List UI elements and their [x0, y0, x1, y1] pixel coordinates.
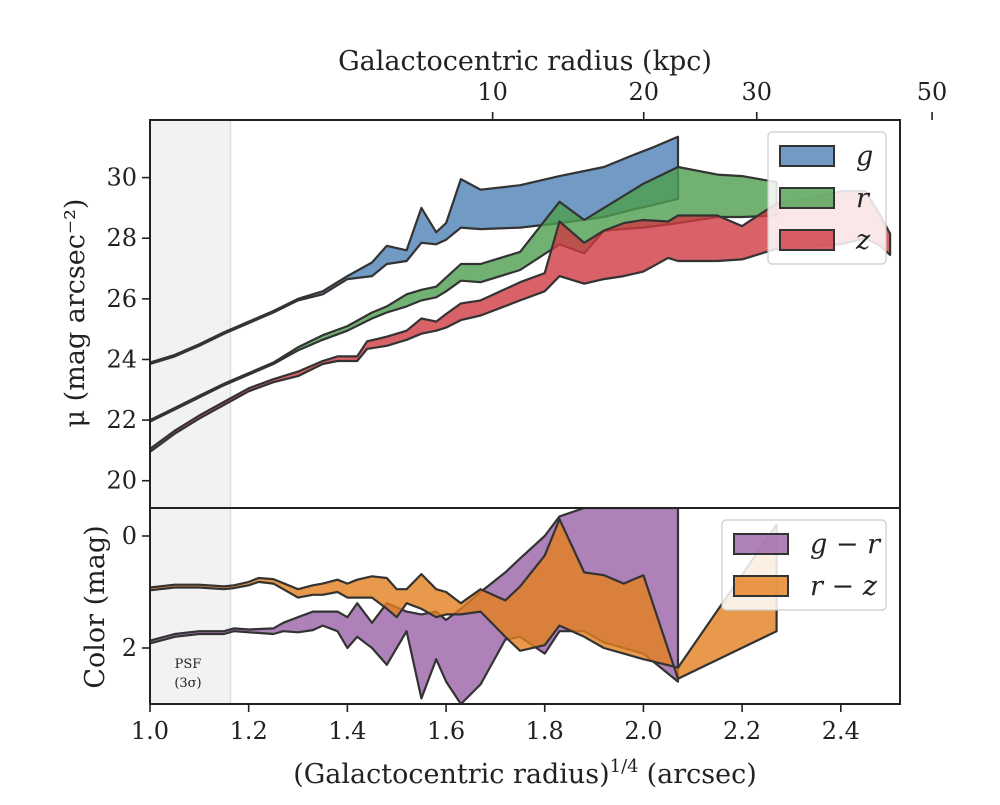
legend-swatch-g [779, 145, 835, 167]
legend-swatch-z [779, 229, 835, 251]
y-tick-label: 20 [106, 467, 137, 495]
y-tick-label: 22 [106, 406, 137, 434]
y-tick-label: 26 [106, 285, 137, 313]
x-axis-title-exponent: 1/4 [610, 756, 639, 777]
top-x-tick-label: 20 [628, 78, 659, 106]
top-x-tick-label: 30 [741, 78, 772, 106]
legend-swatch-r [779, 187, 835, 209]
legend-label-g-minus-r: g − r [810, 529, 882, 560]
y-tick-label: 24 [106, 345, 137, 373]
psf-annotation-line1: PSF [175, 657, 202, 672]
x-tick-label: 2.0 [624, 717, 662, 745]
color-panel: 0 2 g − r r − z 1.0 1.2 1.4 1.6 1.8 2.0 2.2 2.4 [122, 507, 901, 745]
legend-label-r-minus-z: r − z [810, 571, 878, 602]
psf-shaded-region [150, 120, 231, 508]
bottom-y-axis-title: Color (mag) [80, 525, 111, 688]
psf-annotation-line2: (3σ) [174, 676, 201, 691]
surface-brightness-panel: 202224262830grz1020305075100150200 [106, 78, 948, 509]
y-tick-label: 2 [122, 634, 137, 662]
legend-label-z: z [855, 225, 871, 256]
x-axis-title-base: (Galactocentric radius) [293, 759, 609, 790]
x-tick-label: 1.6 [427, 717, 465, 745]
psf-shaded-region [150, 508, 231, 704]
legend-swatch-g-minus-r [733, 533, 789, 555]
legend-swatch-r-minus-z [733, 575, 789, 597]
series-band-g [150, 135, 680, 366]
x-tick-label: 1.4 [328, 717, 366, 745]
x-axis-title-unit: (arcsec) [647, 759, 757, 790]
top-x-tick-label: 10 [477, 78, 508, 106]
x-tick-label: 2.4 [822, 717, 860, 745]
x-tick-label: 2.2 [723, 717, 761, 745]
y-tick-label: 28 [106, 224, 137, 252]
series-band-r-minus-z [150, 518, 778, 680]
x-tick-label: 1.2 [230, 717, 268, 745]
top-y-axis-title: μ (mag arcsec⁻²) [60, 199, 91, 428]
legend-label-g: g [856, 141, 873, 172]
series-layer [150, 135, 892, 453]
bottom-x-axis-title: (Galactocentric radius)1/4 (arcsec) [293, 756, 757, 790]
top-axis-title: Galactocentric radius (kpc) [338, 46, 712, 77]
x-tick-label: 1.8 [526, 717, 564, 745]
legend-label-r: r [856, 183, 871, 214]
panel-frame [149, 507, 901, 705]
y-tick-label: 0 [122, 522, 137, 550]
series-band-z [150, 190, 892, 453]
y-tick-label: 30 [106, 164, 137, 192]
x-tick-label: 1.0 [131, 717, 169, 745]
top-x-tick-label: 50 [917, 78, 948, 106]
series-layer [150, 508, 778, 704]
